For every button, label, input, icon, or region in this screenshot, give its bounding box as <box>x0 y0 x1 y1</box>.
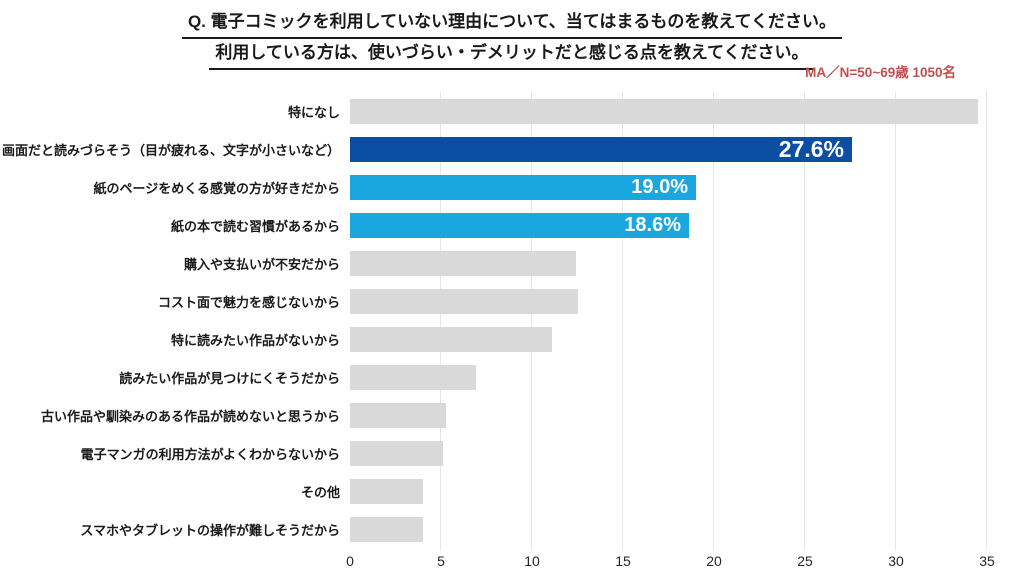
bar-row: 紙のページをめくる感覚の方が好きだから 19.0% <box>0 168 1010 206</box>
bar-rows: 特になし画面だと読みづらそう（目が疲れる、文字が小さいなど） 27.6% 紙のページ… <box>0 92 1010 548</box>
chart-title-line2: 利用している方は、使いづらい・デメリットだと感じる点を教えてください。 <box>0 39 1024 70</box>
bar <box>350 516 423 542</box>
bar-track <box>350 478 1010 504</box>
bar-row: 画面だと読みづらそう（目が疲れる、文字が小さいなど） 27.6% <box>0 130 1010 168</box>
bar <box>350 98 978 124</box>
bar-row: スマホやタブレットの操作が難しそうだから <box>0 510 1010 548</box>
category-label: コスト面で魅力を感じないから <box>157 294 340 310</box>
bar-row: 紙の本で読む習慣があるから 18.6% <box>0 206 1010 244</box>
x-axis-tick-label: 20 <box>706 553 722 569</box>
bar-chart: 特になし画面だと読みづらそう（目が疲れる、文字が小さいなど） 27.6% 紙のページ… <box>0 92 1010 574</box>
bar-row: 読みたい作品が見つけにくそうだから <box>0 358 1010 396</box>
x-axis: 0 5 10 15 20 25 30 35 <box>346 553 995 573</box>
bar-track <box>350 440 1010 466</box>
bar-track <box>350 516 1010 542</box>
bar-track <box>350 402 1010 428</box>
bar <box>350 440 443 466</box>
category-label: その他 <box>300 484 340 500</box>
bar-row: その他 <box>0 472 1010 510</box>
bar-track: 19.0% <box>350 174 1010 200</box>
bar <box>350 402 446 428</box>
sample-note: MA／N=50~69歳 1050名 <box>805 65 956 80</box>
bar-track <box>350 288 1010 314</box>
bar: 18.6% <box>350 212 689 238</box>
chart-title: Q. 電子コミックを利用していない理由について、当てはまるものを教えてください。… <box>0 8 1024 70</box>
bar-row: 購入や支払いが不安だから <box>0 244 1010 282</box>
bar-track <box>350 98 1010 124</box>
category-label: スマホやタブレットの操作が難しそうだから <box>80 522 340 538</box>
bar-row: 特になし <box>0 92 1010 130</box>
x-axis-tick-label: 25 <box>797 553 813 569</box>
category-label: 電子マンガの利用方法がよくわからないから <box>80 446 340 462</box>
bar-track <box>350 326 1010 352</box>
x-axis-tick-label: 30 <box>888 553 904 569</box>
category-label: 特になし <box>287 104 340 120</box>
category-label: 紙の本で読む習慣があるから <box>170 218 340 234</box>
bar-track <box>350 250 1010 276</box>
bar-track <box>350 364 1010 390</box>
bar-row: コスト面で魅力を感じないから <box>0 282 1010 320</box>
bar-row: 古い作品や馴染みのある作品が読めないと思うから <box>0 396 1010 434</box>
bar <box>350 478 423 504</box>
category-label: 画面だと読みづらそう（目が疲れる、文字が小さいなど） <box>1 142 340 158</box>
bar-value-label: 19.0% <box>631 175 688 198</box>
bar <box>350 326 552 352</box>
bar-value-label: 18.6% <box>624 213 681 236</box>
bar-track: 27.6% <box>350 135 1010 162</box>
category-label: 特に読みたい作品がないから <box>170 332 340 348</box>
x-axis-tick-label: 35 <box>979 553 995 569</box>
bar: 19.0% <box>350 174 696 200</box>
chart-title-line1: Q. 電子コミックを利用していない理由について、当てはまるものを教えてください。 <box>0 8 1024 39</box>
category-label: 購入や支払いが不安だから <box>183 256 340 272</box>
category-label: 紙のページをめくる感覚の方が好きだから <box>93 180 340 196</box>
bar-row: 特に読みたい作品がないから <box>0 320 1010 358</box>
bar-value-label: 27.6% <box>778 135 844 162</box>
bar <box>350 250 576 276</box>
bar <box>350 288 578 314</box>
x-axis-tick-label: 15 <box>615 553 631 569</box>
category-label: 古い作品や馴染みのある作品が読めないと思うから <box>40 408 340 424</box>
bar: 27.6% <box>350 135 852 162</box>
x-axis-tick-label: 0 <box>346 553 354 569</box>
bar-row: 電子マンガの利用方法がよくわからないから <box>0 434 1010 472</box>
bar-track: 18.6% <box>350 212 1010 238</box>
category-label: 読みたい作品が見つけにくそうだから <box>119 370 340 386</box>
x-axis-tick-label: 10 <box>524 553 540 569</box>
x-axis-tick-label: 5 <box>437 553 445 569</box>
bar <box>350 364 476 390</box>
